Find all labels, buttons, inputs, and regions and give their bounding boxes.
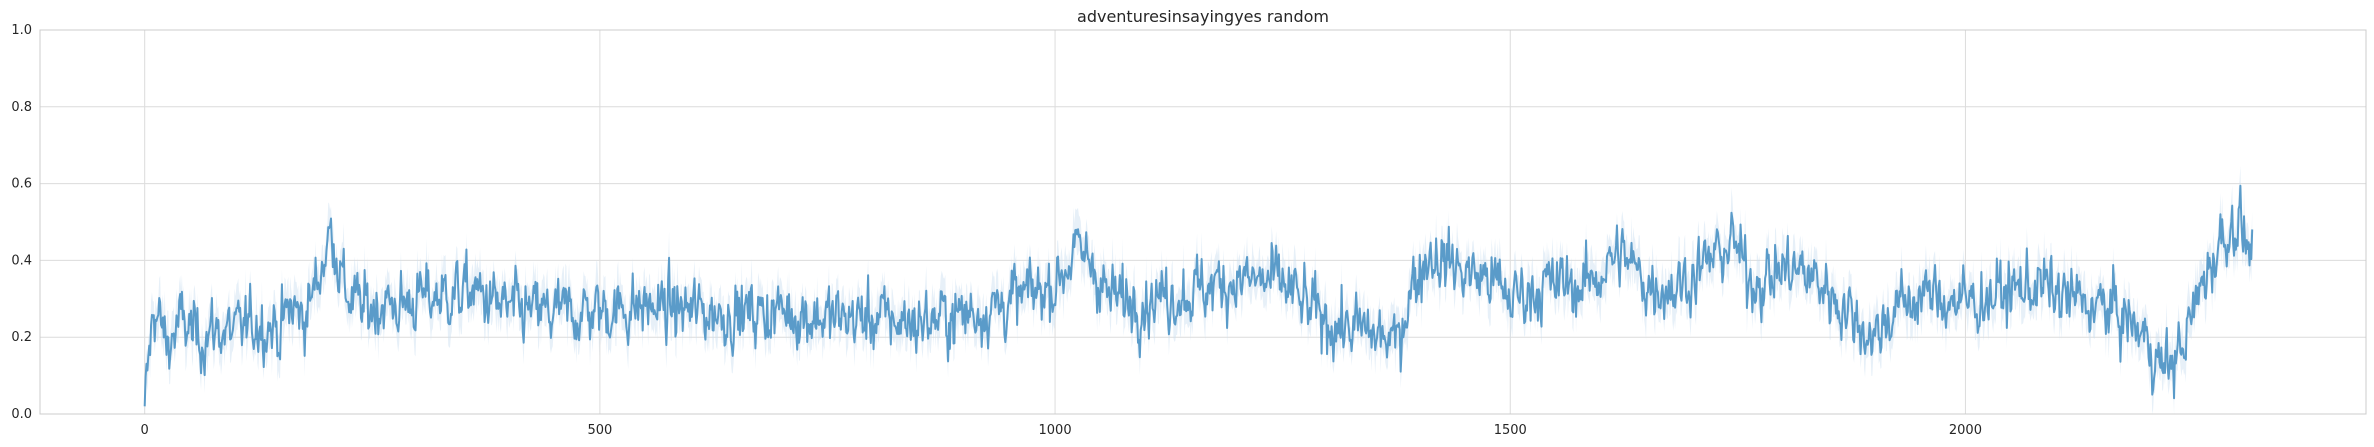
plot-frame bbox=[39, 29, 2367, 415]
x-tick-label: 2000 bbox=[1949, 423, 1982, 438]
y-tick-label: 0.6 bbox=[11, 177, 32, 192]
plot-area-background bbox=[40, 30, 2366, 414]
y-tick-label: 0.0 bbox=[11, 407, 32, 422]
x-tick-label: 1000 bbox=[1039, 423, 1072, 438]
y-tick-label: 1.0 bbox=[11, 23, 32, 38]
y-axis-ticks: 0.0 0.2 0.4 0.6 0.8 1.0 bbox=[11, 23, 32, 422]
x-tick-label: 0 bbox=[141, 423, 149, 438]
y-tick-label: 0.4 bbox=[11, 253, 32, 268]
chart-title: adventuresinsayingyes random bbox=[1077, 7, 1329, 26]
confidence-band bbox=[144, 165, 2253, 414]
series-line bbox=[143, 184, 2254, 407]
x-tick-label: 500 bbox=[587, 423, 612, 438]
y-tick-label: 0.2 bbox=[11, 330, 32, 345]
y-tick-label: 0.8 bbox=[11, 100, 32, 115]
x-tick-label: 1500 bbox=[1494, 423, 1527, 438]
x-axis-ticks: 0 500 1000 1500 2000 bbox=[141, 423, 1982, 438]
